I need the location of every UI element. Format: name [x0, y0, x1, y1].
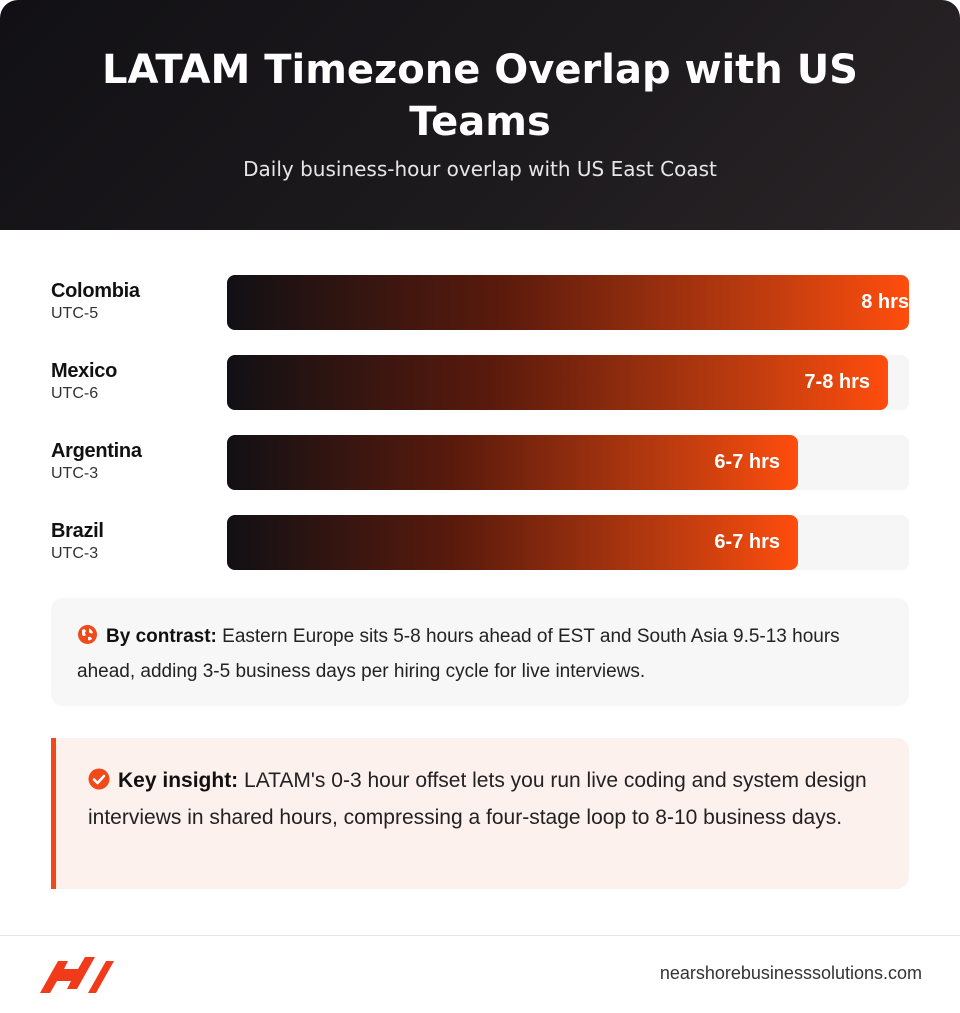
country-name: Colombia [51, 280, 140, 302]
footer-divider [0, 935, 960, 936]
chart-row: Mexico UTC-6 7-8 hrs [0, 355, 960, 410]
bar: 6-7 hrs [227, 435, 798, 490]
country-name: Brazil [51, 520, 104, 542]
contrast-label: By contrast: [106, 626, 217, 647]
category-label: Argentina UTC-3 [51, 440, 142, 483]
timezone-label: UTC-5 [51, 305, 99, 322]
bar-value-label: 6-7 hrs [714, 451, 780, 473]
bar-track: 6-7 hrs [227, 515, 909, 570]
header: LATAM Timezone Overlap with US Teams Dai… [0, 0, 960, 230]
country-name: Argentina [51, 440, 142, 462]
country-name: Mexico [51, 360, 118, 382]
bar-value-label: 7-8 hrs [804, 371, 870, 393]
check-circle-icon [88, 767, 110, 801]
page-subtitle: Daily business-hour overlap with US East… [243, 157, 717, 181]
chart-row: Brazil UTC-3 6-7 hrs [0, 515, 960, 570]
bar-track: 8 hrs [227, 275, 909, 330]
overlap-bar-chart: Colombia UTC-5 8 hrs Mexico UTC-6 7-8 hrs Arge… [0, 275, 960, 575]
category-label: Brazil UTC-3 [51, 520, 104, 563]
timezone-label: UTC-3 [51, 545, 99, 562]
brand-logo-icon [38, 955, 116, 1000]
bar-track: 6-7 hrs [227, 435, 909, 490]
globe-icon [77, 624, 98, 656]
contrast-note: By contrast: Eastern Europe sits 5-8 hou… [51, 598, 909, 706]
bar: 8 hrs [227, 275, 909, 330]
bar-value-label: 6-7 hrs [714, 531, 780, 553]
category-label: Mexico UTC-6 [51, 360, 117, 403]
bar-track: 7-8 hrs [227, 355, 909, 410]
timezone-label: UTC-6 [51, 385, 99, 402]
insight-text: LATAM's 0-3 hour offset lets you run liv… [88, 769, 867, 829]
insight-note: Key insight: LATAM's 0-3 hour offset let… [51, 738, 909, 889]
timezone-label: UTC-3 [51, 465, 99, 482]
contrast-text: Eastern Europe sits 5-8 hours ahead of E… [77, 626, 840, 682]
bar-value-label: 8 hrs [861, 291, 909, 313]
bar: 7-8 hrs [227, 355, 888, 410]
page-title: LATAM Timezone Overlap with US Teams [102, 47, 858, 145]
category-label: Colombia UTC-5 [51, 280, 140, 323]
chart-row: Colombia UTC-5 8 hrs [0, 275, 960, 330]
insight-label: Key insight: [118, 769, 239, 792]
bar: 6-7 hrs [227, 515, 798, 570]
website-domain[interactable]: nearshorebusinesssolutions.com [659, 963, 922, 983]
chart-row: Argentina UTC-3 6-7 hrs [0, 435, 960, 490]
